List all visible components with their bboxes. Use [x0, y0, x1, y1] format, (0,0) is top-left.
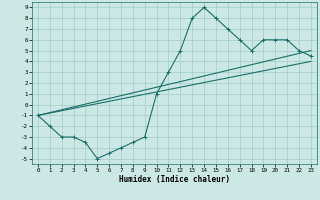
X-axis label: Humidex (Indice chaleur): Humidex (Indice chaleur): [119, 175, 230, 184]
